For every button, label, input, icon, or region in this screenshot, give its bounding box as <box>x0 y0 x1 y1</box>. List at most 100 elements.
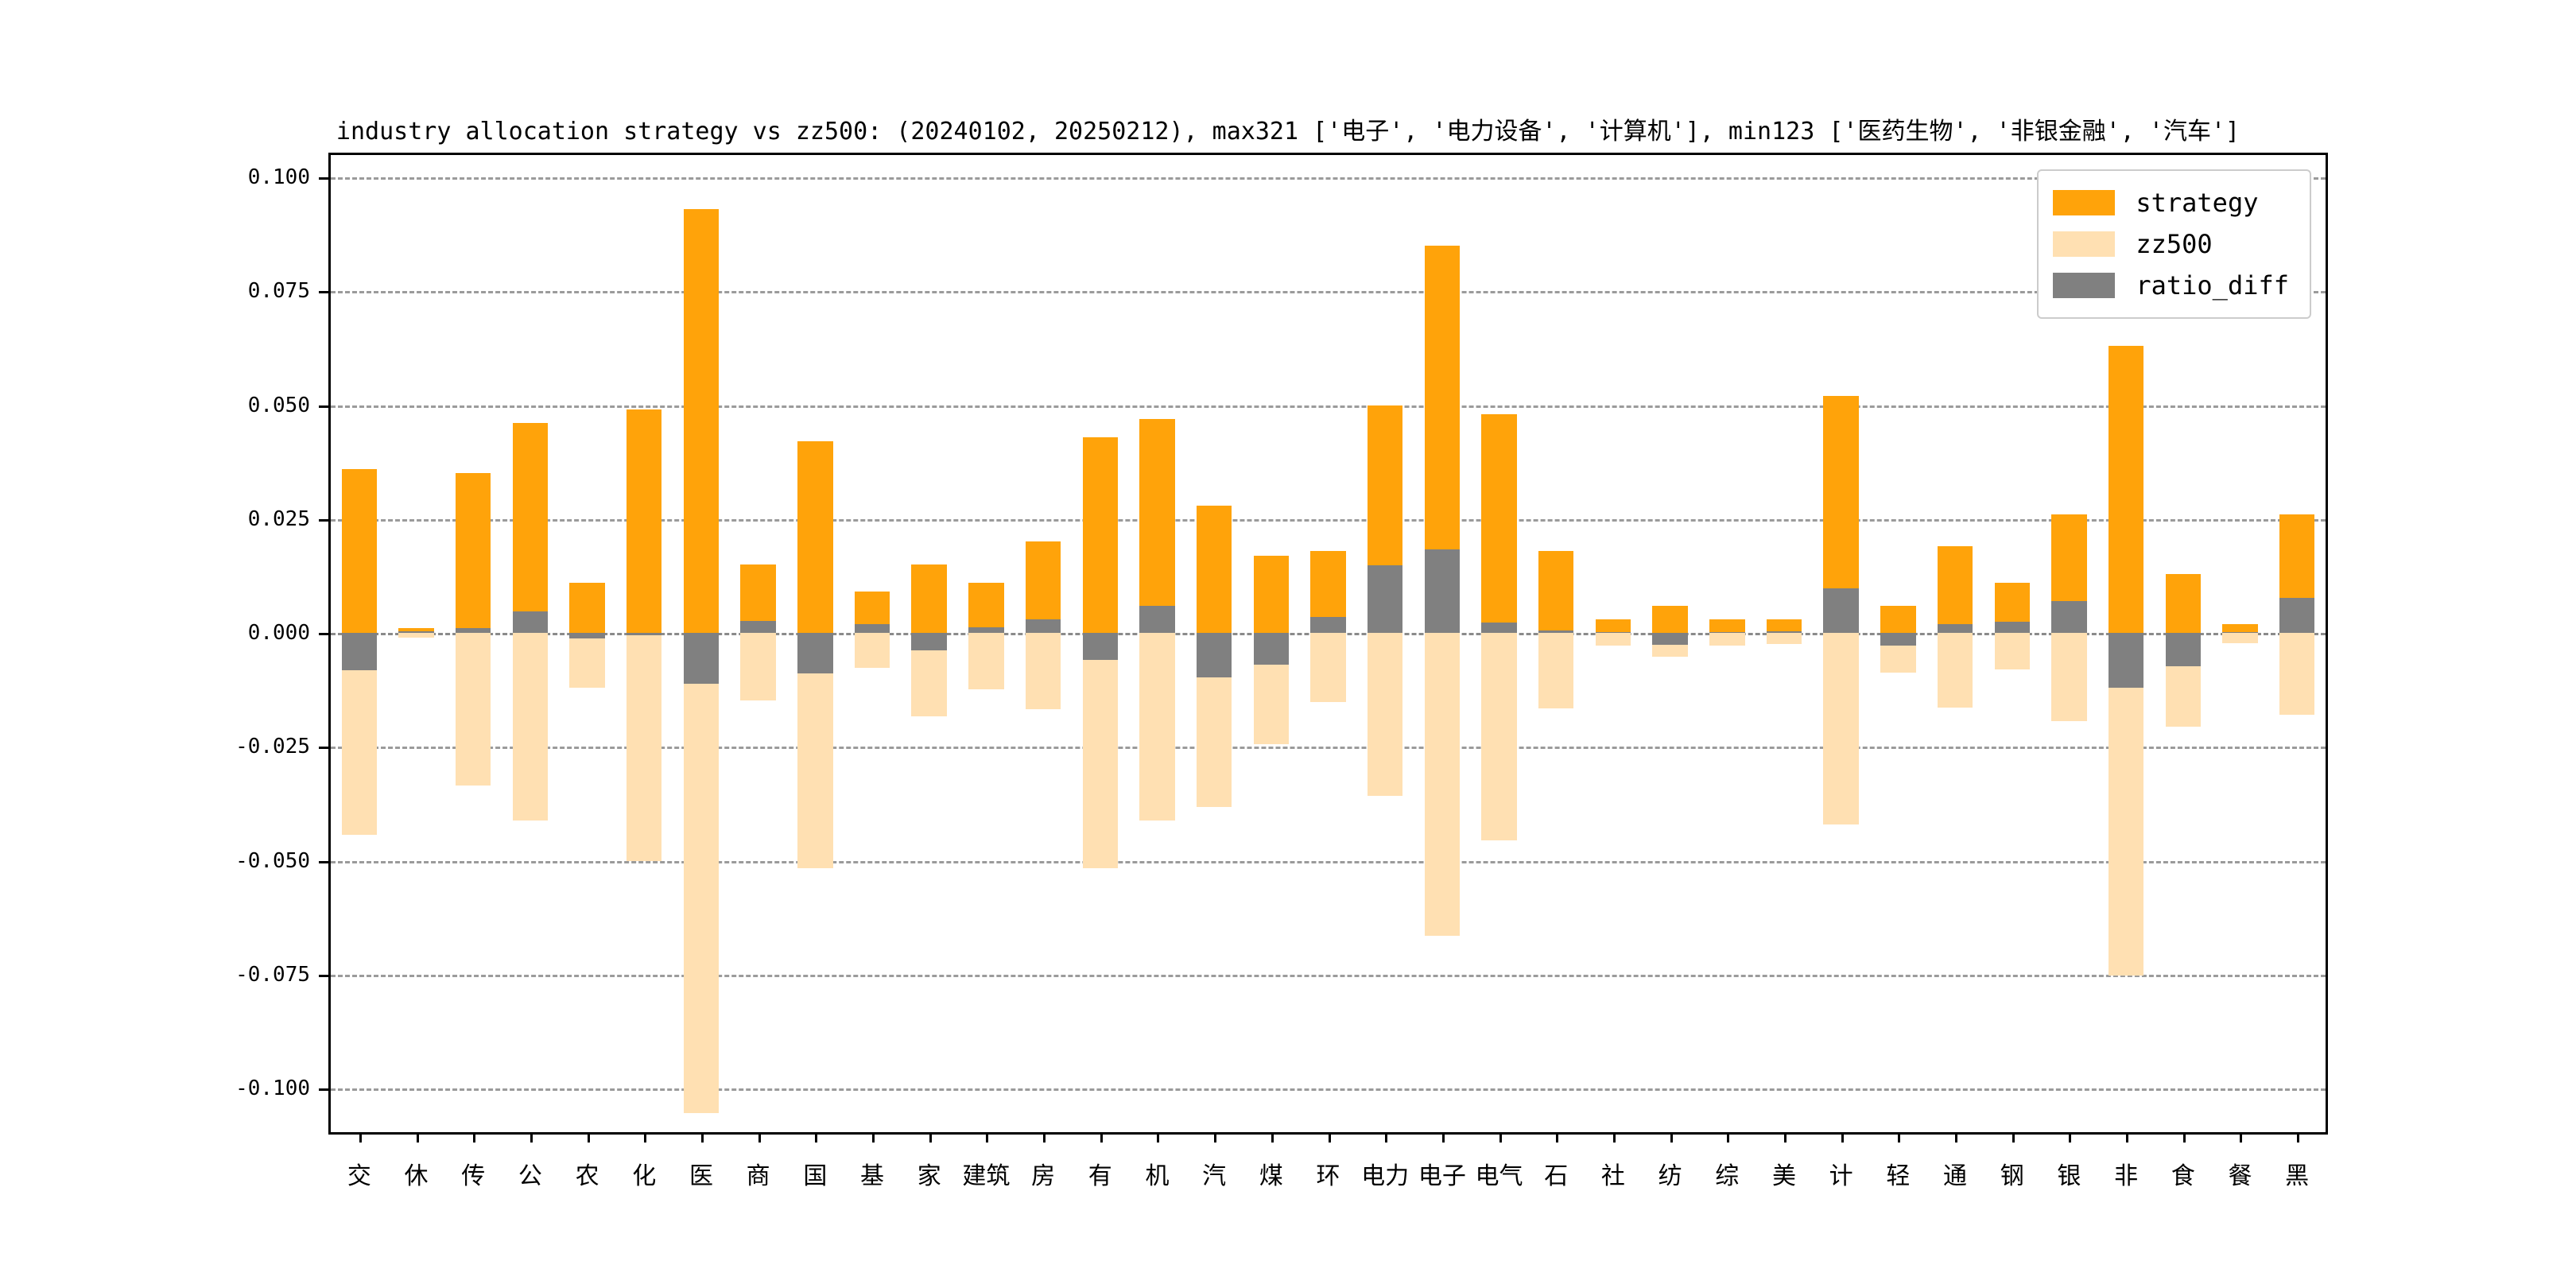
bar-ratio-diff <box>1766 630 1802 634</box>
y-axis-label: -0.050 <box>235 848 310 873</box>
bar-strategy <box>2222 623 2258 634</box>
bar-zz500 <box>398 633 434 638</box>
x-tick-mark <box>986 1132 989 1143</box>
bar-ratio-diff <box>1595 632 1631 634</box>
bar-zz500 <box>740 633 776 700</box>
bar-zz500 <box>683 633 720 1113</box>
x-tick-mark <box>1043 1132 1046 1143</box>
x-tick-mark <box>416 1132 419 1143</box>
x-tick-mark <box>359 1132 362 1143</box>
gridline <box>331 291 2326 294</box>
x-tick-mark <box>473 1132 476 1143</box>
bar-ratio-diff <box>1025 619 1061 634</box>
bar-ratio-diff <box>341 633 378 670</box>
y-tick-mark <box>319 860 331 863</box>
bar-strategy <box>797 441 833 634</box>
bar-zz500 <box>569 633 605 688</box>
legend-item-ratio_diff[interactable]: ratio_diff <box>2053 265 2289 306</box>
y-axis-label: 0.075 <box>247 279 310 304</box>
bar-zz500 <box>1367 633 1403 796</box>
bar-strategy <box>1709 619 1745 634</box>
x-axis-label: 黑 <box>2285 1162 2310 1190</box>
x-tick-mark <box>1783 1132 1787 1143</box>
bar-strategy <box>1481 414 1517 634</box>
x-axis-label: 石 <box>1544 1162 1569 1190</box>
bar-zz500 <box>1481 633 1517 840</box>
bar-strategy <box>1937 546 1973 634</box>
x-tick-mark <box>2012 1132 2015 1143</box>
x-axis-label: 环 <box>1316 1162 1340 1190</box>
x-axis-label: 餐 <box>2228 1162 2252 1190</box>
bar-ratio-diff <box>1994 621 2030 634</box>
bar-zz500 <box>1424 633 1461 937</box>
x-tick-mark <box>1727 1132 1730 1143</box>
bar-ratio-diff <box>1937 623 1973 634</box>
x-tick-mark <box>700 1132 704 1143</box>
gridline <box>331 177 2326 180</box>
bar-strategy <box>1595 619 1631 634</box>
bar-ratio-diff <box>1082 633 1118 661</box>
legend-item-strategy[interactable]: strategy <box>2053 182 2289 223</box>
x-axis-label: 电气 <box>1475 1162 1523 1190</box>
gridline <box>331 860 2326 863</box>
bar-ratio-diff <box>398 631 434 634</box>
bar-ratio-diff <box>1481 623 1517 634</box>
bar-ratio-diff <box>1367 565 1403 634</box>
x-tick-mark <box>644 1132 647 1143</box>
gridline <box>331 405 2326 408</box>
bar-ratio-diff <box>455 628 491 634</box>
y-tick-mark <box>319 291 331 294</box>
bar-strategy <box>398 628 434 634</box>
x-tick-mark <box>2126 1132 2129 1143</box>
x-axis-label: 通 <box>1943 1162 1968 1190</box>
x-axis-label: 煤 <box>1259 1162 1283 1190</box>
bar-strategy <box>1652 605 1688 634</box>
bar-zz500 <box>1310 633 1346 703</box>
bar-strategy <box>968 583 1004 634</box>
legend-label: zz500 <box>2136 229 2213 259</box>
x-tick-mark <box>1898 1132 1901 1143</box>
bar-zz500 <box>1823 633 1859 824</box>
x-axis-label: 农 <box>575 1162 599 1190</box>
plot-frame: 0.100 0.075 0.050 0.025 0.000 -0.025 -0.050 -0.… <box>235 153 2328 1190</box>
bar-zz500 <box>2108 633 2144 976</box>
bar-ratio-diff <box>911 633 947 650</box>
bar-ratio-diff <box>797 633 833 674</box>
bar-ratio-diff <box>854 624 890 634</box>
x-axis-label: 商 <box>746 1162 770 1190</box>
bar-strategy <box>911 564 947 634</box>
x-axis-label: 交 <box>347 1162 371 1190</box>
bar-strategy <box>1139 418 1175 634</box>
bar-ratio-diff <box>1538 630 1574 634</box>
bar-strategy <box>627 409 662 634</box>
bar-ratio-diff <box>569 633 605 638</box>
gridline <box>331 518 2326 522</box>
x-axis-label: 食 <box>2171 1162 2195 1190</box>
y-axis-label: 0.050 <box>247 393 310 417</box>
bar-ratio-diff <box>1253 633 1290 665</box>
x-tick-mark <box>1670 1132 1673 1143</box>
bar-zz500 <box>854 633 890 669</box>
x-tick-mark <box>2069 1132 2072 1143</box>
bar-ratio-diff <box>1196 633 1232 678</box>
x-axis-label: 有 <box>1088 1162 1112 1190</box>
x-axis-label: 基 <box>860 1162 884 1190</box>
legend-item-zz500[interactable]: zz500 <box>2053 223 2289 265</box>
x-tick-mark <box>530 1132 533 1143</box>
x-tick-mark <box>1441 1132 1445 1143</box>
x-tick-mark <box>2297 1132 2300 1143</box>
bar-strategy <box>341 468 378 634</box>
y-tick-mark <box>319 518 331 522</box>
x-axis-label: 国 <box>803 1162 828 1190</box>
legend-swatch-icon <box>2053 190 2116 215</box>
page-title: industry allocation strategy vs zz500: (… <box>336 118 2240 145</box>
x-tick-mark <box>2182 1132 2186 1143</box>
x-tick-mark <box>872 1132 875 1143</box>
chart-legend: strategy zz500 ratio_diff <box>2037 169 2311 319</box>
x-axis-label: 医 <box>689 1162 713 1190</box>
y-axis-label: -0.100 <box>235 1076 310 1100</box>
bar-strategy <box>455 473 491 634</box>
bar-strategy <box>2108 346 2144 634</box>
bar-ratio-diff <box>512 611 549 634</box>
